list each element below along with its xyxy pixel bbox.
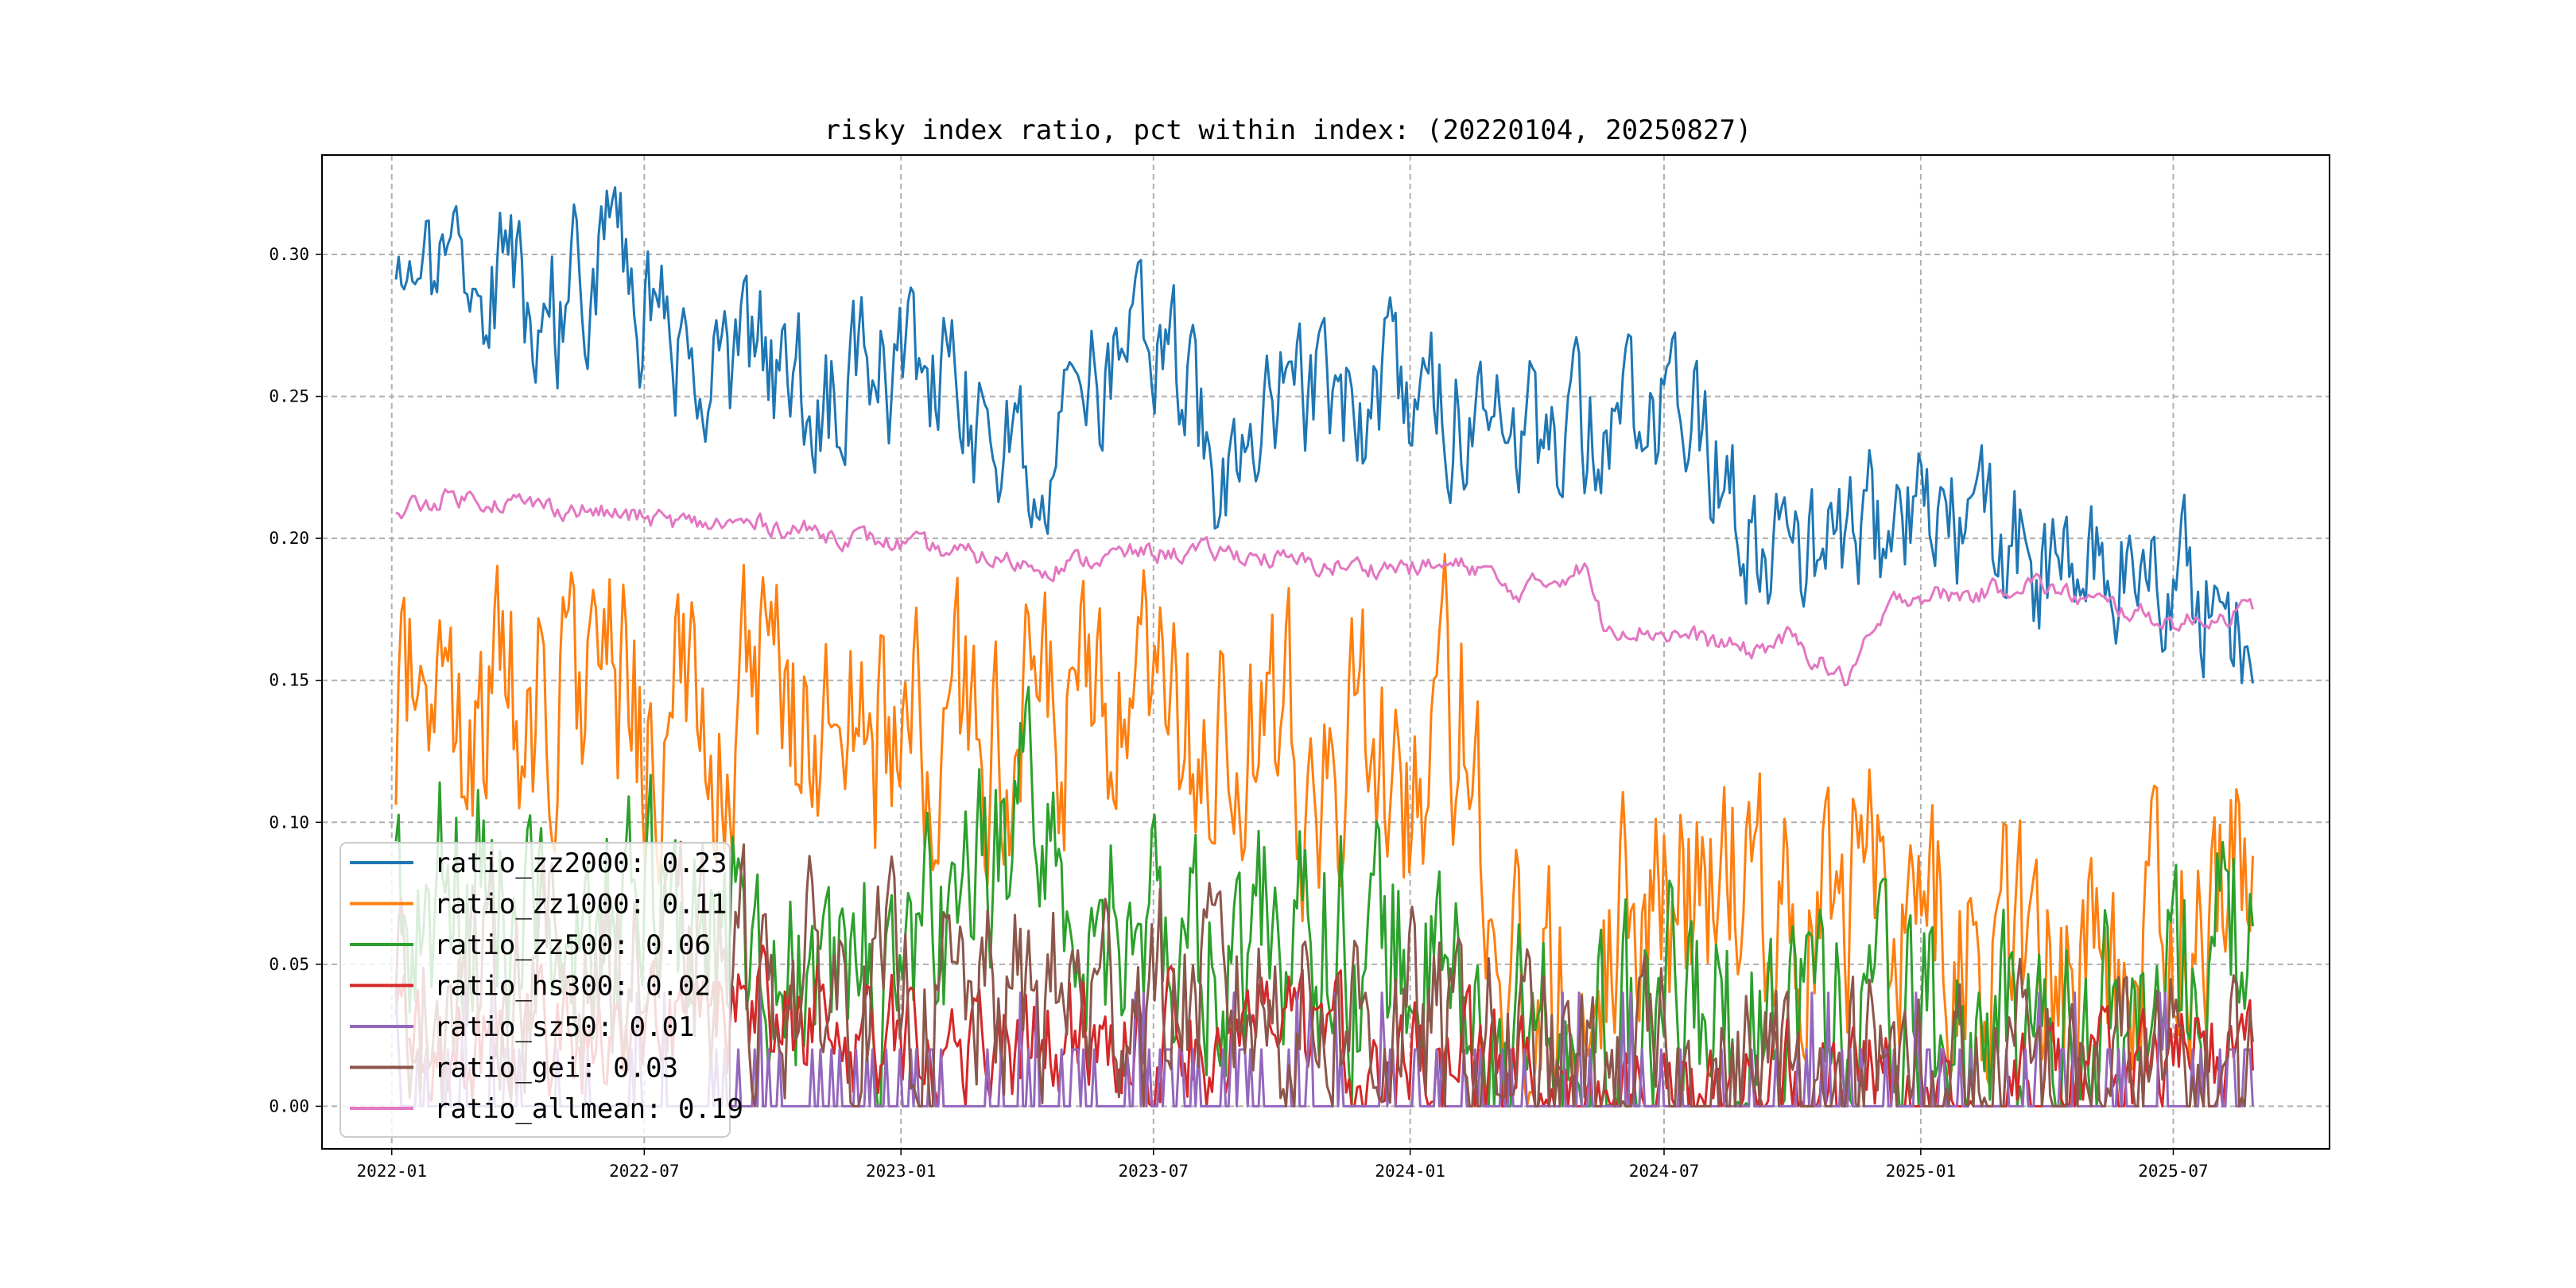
y-tick-label: 0.20 (269, 529, 309, 548)
x-tick-label: 2024-07 (1629, 1162, 1700, 1181)
x-tick-label: 2023-01 (866, 1162, 937, 1181)
legend-label: ratio_zz1000: 0.11 (434, 889, 727, 921)
x-tick-label: 2025-01 (1886, 1162, 1957, 1181)
legend: ratio_zz2000: 0.23 ratio_zz1000: 0.11 rati… (339, 842, 743, 1138)
y-tick-label: 0.15 (269, 671, 309, 690)
x-tick-label: 2024-01 (1375, 1162, 1445, 1181)
axis-ticks: 2022-01 2022-07 2023-01 2023-07 2024-01 2024-… (269, 245, 2208, 1181)
y-tick-label: 0.00 (269, 1096, 309, 1115)
y-tick-label: 0.25 (269, 387, 309, 406)
legend-label: ratio_hs300: 0.02 (434, 971, 711, 1003)
series-line-ratio_allmean (395, 488, 2254, 687)
legend-label: ratio_zz2000: 0.23 (434, 848, 727, 879)
series-line-ratio_zz1000 (394, 553, 2254, 1108)
legend-label: ratio_gei: 0.03 (434, 1053, 678, 1084)
plot-frame (321, 154, 2330, 1150)
y-tick-label: 0.05 (269, 955, 309, 974)
x-tick-label: 2022-01 (356, 1162, 427, 1181)
x-tick-label: 2025-07 (2138, 1162, 2209, 1181)
y-tick-label: 0.30 (269, 245, 309, 264)
series-line-ratio_zz2000 (394, 186, 2254, 685)
legend-label: ratio_zz500: 0.06 (434, 929, 711, 961)
legend-label: ratio_sz50: 0.01 (434, 1011, 695, 1043)
chart-title: risky index ratio, pct within index: (20… (824, 114, 1752, 146)
x-tick-label: 2023-07 (1119, 1162, 1189, 1181)
y-tick-label: 0.10 (269, 813, 309, 832)
legend-box (339, 842, 731, 1138)
x-tick-label: 2022-07 (609, 1162, 680, 1181)
legend-label: ratio_allmean: 0.19 (434, 1093, 743, 1125)
